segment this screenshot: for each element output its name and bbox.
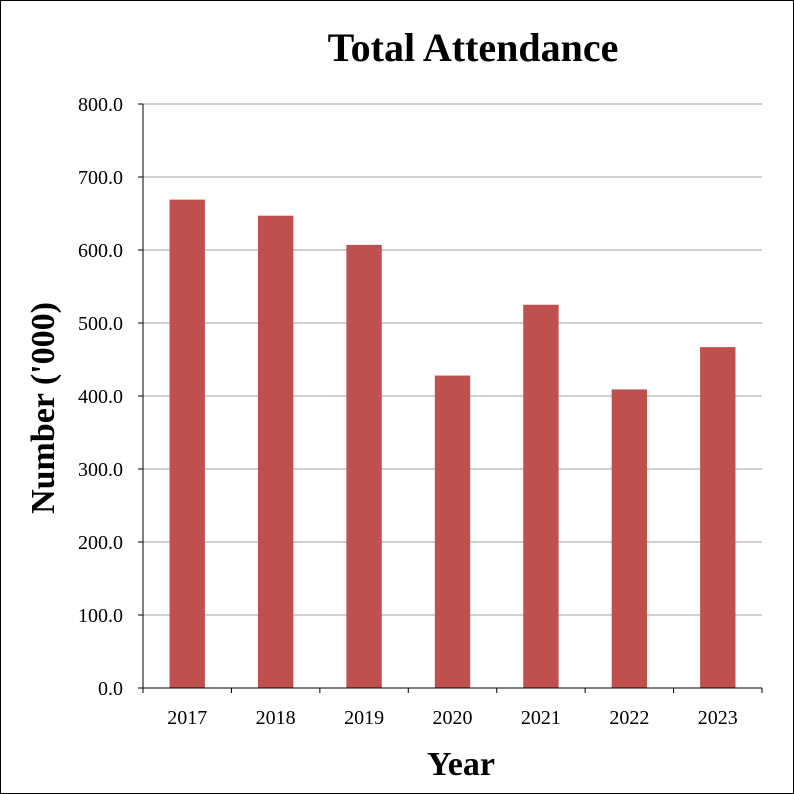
bar-2020: [434, 375, 471, 688]
bar-2018: [257, 215, 294, 688]
y-tick-label: 500.0: [78, 313, 123, 335]
x-tick-labels: 2017 2018 2019 2020 2021 2022 2023: [142, 688, 763, 729]
y-tick-label: 100.0: [78, 605, 123, 627]
bar-2023: [700, 347, 736, 688]
y-tick-label: 600.0: [78, 240, 123, 262]
x-tick-label: 2019: [344, 707, 384, 729]
x-tick-label: 2022: [609, 707, 649, 729]
x-axis-title: Year: [427, 746, 495, 783]
y-tick-label: 300.0: [78, 459, 123, 481]
bar-2017: [169, 199, 205, 688]
bar-2019: [346, 244, 382, 688]
x-tick-label: 2021: [521, 707, 561, 729]
bar-2021: [523, 304, 559, 688]
chart-title: Total Attendance: [328, 25, 619, 70]
y-tick-labels: 0.0 100.0 200.0 300.0 400.0 500.0 600.0 700.0 80…: [78, 94, 143, 700]
x-tick-label: 2023: [698, 707, 738, 729]
y-axis-title: Number ('000): [25, 302, 62, 514]
x-tick-label: 2017: [167, 707, 207, 729]
bars: [169, 199, 736, 688]
y-tick-label: 800.0: [78, 94, 123, 116]
x-tick-label: 2020: [433, 707, 473, 729]
y-tick-label: 200.0: [78, 532, 123, 554]
bar-2022: [611, 389, 648, 688]
x-tick-label: 2018: [256, 707, 296, 729]
y-tick-label: 700.0: [78, 167, 123, 189]
y-tick-label: 0.0: [98, 678, 123, 700]
y-tick-label: 400.0: [78, 386, 123, 408]
